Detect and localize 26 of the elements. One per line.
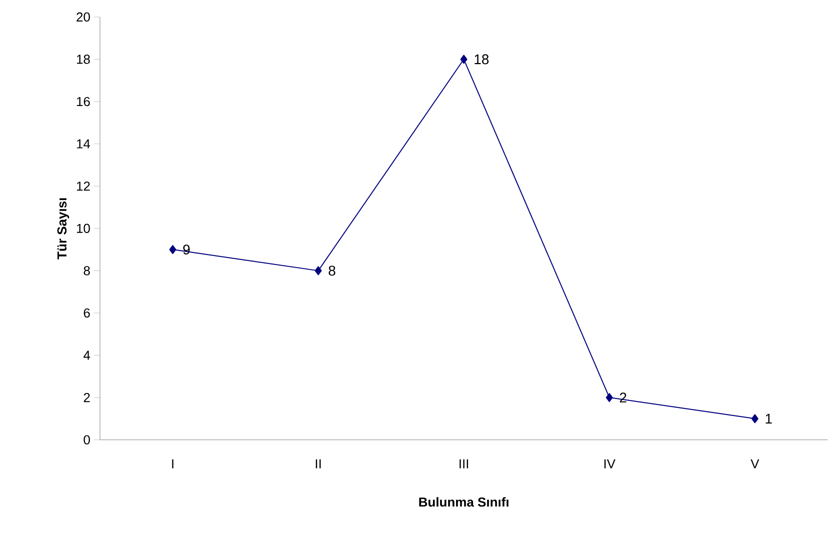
y-tick-label: 4: [84, 350, 90, 360]
y-tick-label: 18: [76, 54, 90, 64]
point: [460, 54, 468, 64]
point: [606, 393, 613, 402]
x-tick-label: III: [460, 459, 468, 468]
x-tick-label: V: [750, 459, 760, 468]
data-label: 18: [474, 54, 489, 64]
data-label: 1: [766, 414, 772, 424]
x-tick-label: IV: [604, 459, 616, 468]
point: [169, 245, 176, 254]
x-tick-label: I: [172, 459, 174, 468]
y-tick-label: 12: [76, 182, 90, 191]
y-tick-label: 0: [84, 435, 90, 445]
x-tick-label: II: [316, 459, 321, 468]
y-tick-label: 10: [76, 224, 90, 234]
y-tick-label: 8: [84, 266, 90, 276]
data-label: 8: [328, 266, 336, 276]
y-tick-label: 20: [76, 12, 90, 22]
y-tick-label: 2: [84, 393, 90, 402]
y-tick-label: 16: [76, 97, 90, 106]
x-axis-title: Bulunma Sınıfı: [419, 497, 508, 507]
point: [314, 266, 322, 276]
y-tick-label: 14: [76, 139, 90, 148]
point: [751, 414, 758, 424]
y-tick-label: 6: [84, 308, 90, 318]
y-axis-title: Tür Sayısı: [57, 198, 70, 260]
